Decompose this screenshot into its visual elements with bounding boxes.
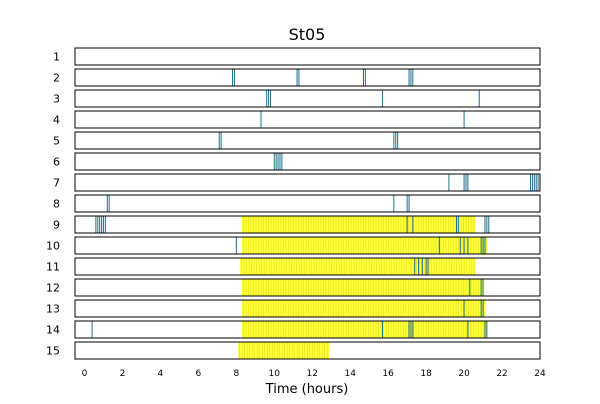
timeline-row: 12 — [46, 278, 541, 297]
x-tick-label: 24 — [534, 369, 546, 379]
timeline-row: 14 — [46, 320, 541, 339]
row-label: 7 — [53, 177, 60, 190]
x-tick-label: 22 — [496, 369, 507, 379]
row-label: 5 — [53, 135, 60, 148]
row-frame — [74, 299, 541, 318]
timeline-row: 7 — [53, 173, 541, 192]
x-tick-label: 4 — [158, 369, 164, 379]
timeline-row: 15 — [46, 341, 541, 360]
x-axis-label: Time (hours) — [265, 382, 349, 397]
activity-span — [240, 258, 476, 275]
x-tick-label: 10 — [269, 369, 281, 379]
x-tick-label: 6 — [196, 369, 202, 379]
x-tick-label: 0 — [82, 369, 88, 379]
timeline-row: 6 — [53, 152, 541, 171]
activity-span-hatch — [243, 300, 484, 317]
row-label: 10 — [46, 240, 60, 253]
row-frame — [74, 341, 541, 360]
row-label: 9 — [53, 219, 60, 232]
timeline-row: 10 — [46, 236, 541, 255]
x-tick-label: 18 — [420, 369, 432, 379]
x-tick-label: 12 — [307, 369, 318, 379]
x-tick-label: 2 — [120, 369, 126, 379]
timeline-row: 1 — [53, 47, 541, 66]
timeline-row: 3 — [53, 89, 541, 108]
x-tick-label: 16 — [382, 369, 394, 379]
activity-span-hatch — [243, 216, 474, 233]
row-frame — [74, 152, 541, 171]
x-tick-label: 20 — [458, 369, 470, 379]
timeline-row: 11 — [46, 257, 541, 276]
row-label: 4 — [53, 114, 60, 127]
timeline-row: 2 — [53, 68, 541, 87]
timeline-row: 8 — [53, 194, 541, 213]
row-frame — [74, 194, 541, 213]
row-frame — [74, 236, 541, 255]
x-tick-label: 14 — [344, 369, 356, 379]
row-label: 15 — [46, 345, 60, 358]
activity-span — [242, 237, 487, 254]
x-tick-label: 8 — [233, 369, 239, 379]
activity-span-hatch — [239, 342, 328, 359]
activity-span — [242, 321, 487, 338]
row-label: 6 — [53, 156, 60, 169]
row-frame — [74, 68, 541, 87]
row-label: 14 — [46, 324, 60, 337]
row-frame — [74, 215, 541, 234]
row-label: 12 — [46, 282, 60, 295]
row-label: 1 — [53, 51, 60, 64]
row-label: 13 — [46, 303, 60, 316]
row-frame — [74, 278, 541, 297]
row-label: 3 — [53, 93, 60, 106]
row-frame — [74, 173, 541, 192]
x-axis: 0 2 4 6 8 10 12 14 16 18 20 22 24 — [82, 369, 546, 379]
row-frame — [74, 131, 541, 150]
chart-title: St05 — [289, 25, 326, 44]
timeline-row: 13 — [46, 299, 541, 318]
activity-span-hatch — [243, 279, 482, 296]
activity-span — [242, 279, 484, 296]
row-frame — [74, 47, 541, 66]
timeline-row: 4 — [53, 110, 541, 129]
timeline-row: 5 — [53, 131, 541, 150]
row-label: 2 — [53, 72, 60, 85]
activity-span — [238, 342, 330, 359]
row-frame — [74, 89, 541, 108]
row-label: 11 — [46, 261, 60, 274]
activity-span-hatch — [241, 258, 475, 275]
activity-span-hatch — [243, 321, 487, 338]
row-frame — [74, 110, 541, 129]
timeline-row: 9 — [53, 215, 541, 234]
row-frame — [74, 257, 541, 276]
row-label: 8 — [53, 198, 60, 211]
row-frame — [74, 320, 541, 339]
